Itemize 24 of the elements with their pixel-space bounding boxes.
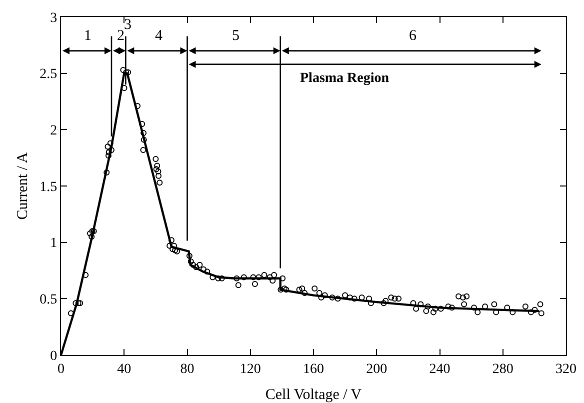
y-tick-label: 0 — [50, 348, 58, 364]
annotation: Plasma Region — [300, 71, 390, 86]
annotation: 3 — [124, 17, 132, 33]
y-axis-title: Current / A — [14, 152, 31, 220]
x-tick-label: 240 — [429, 362, 450, 377]
y-tick-label: 2 — [50, 124, 58, 139]
y-tick-label: 0.5 — [40, 292, 58, 308]
annotation: 6 — [409, 28, 417, 44]
x-tick-label: 120 — [240, 362, 261, 377]
y-tick-label: 3 — [50, 10, 58, 26]
x-tick-label: 200 — [366, 362, 388, 377]
x-tick-label: 160 — [303, 362, 324, 377]
annotation: 4 — [155, 28, 163, 44]
annotation: 2 — [117, 28, 124, 44]
x-axis-title: Cell Voltage / V — [265, 387, 362, 403]
x-tick-label: 320 — [556, 362, 576, 377]
annotation: 5 — [232, 28, 240, 44]
x-tick-label: 40 — [117, 362, 132, 377]
annotation: 1 — [84, 28, 92, 44]
y-tick-label: 1.5 — [40, 180, 58, 195]
x-tick-label: 80 — [180, 362, 194, 377]
x-tick-label: 280 — [492, 362, 514, 377]
y-tick-label: 1 — [50, 236, 58, 252]
y-tick-label: 2.5 — [40, 67, 58, 82]
